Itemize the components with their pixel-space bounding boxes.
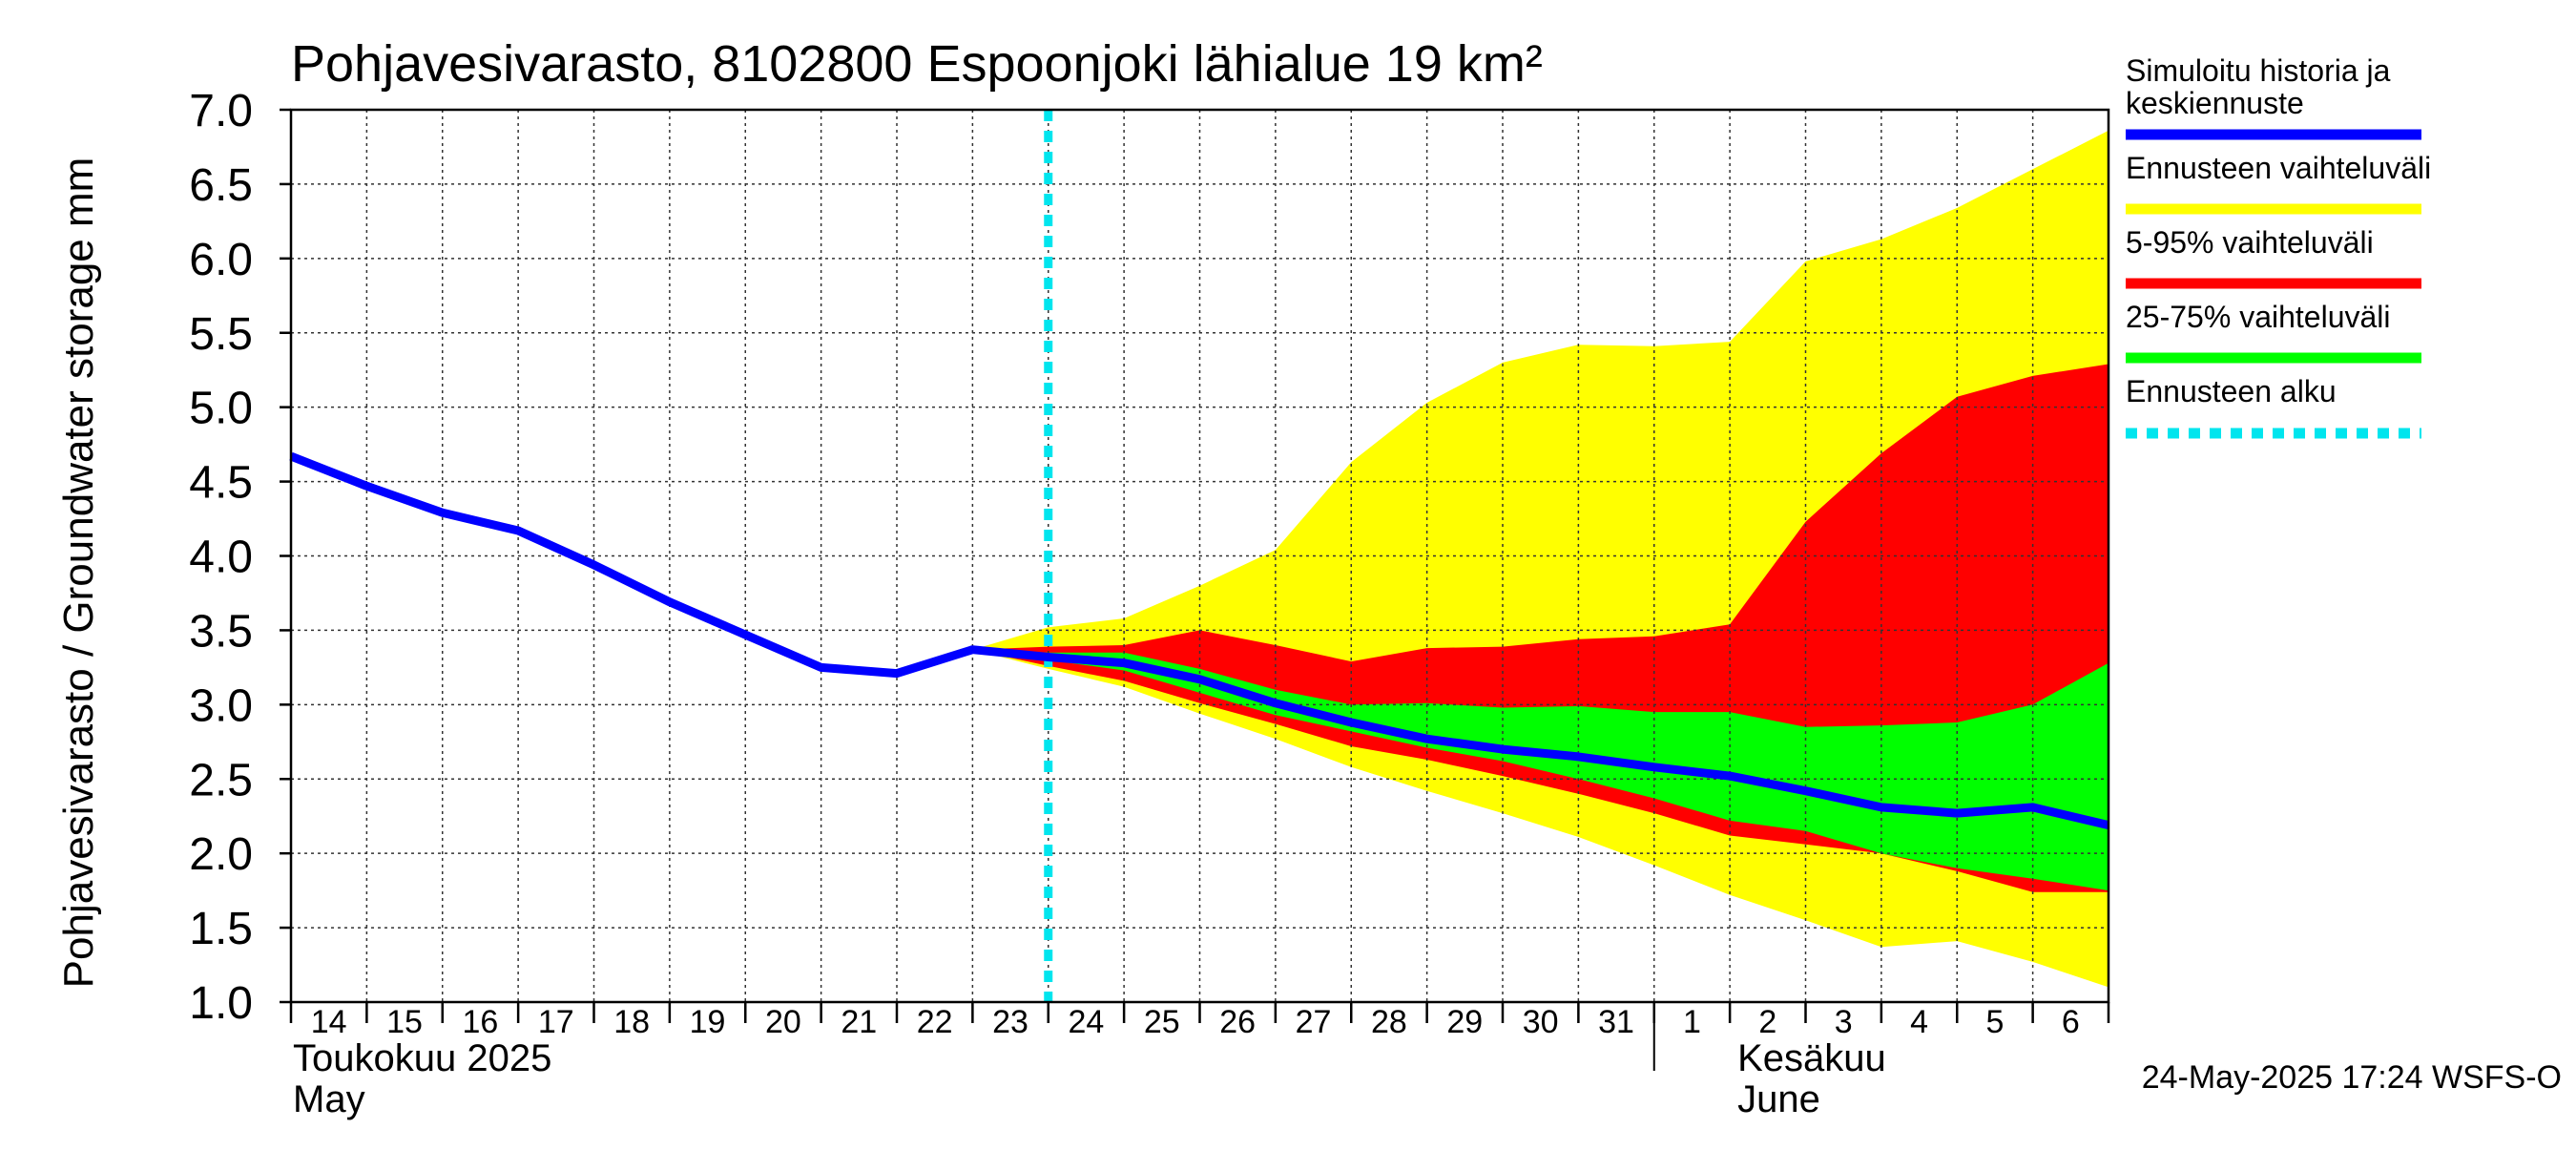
x-tick-label: 2: [1758, 1004, 1776, 1040]
legend-label: keskiennuste: [2126, 86, 2304, 120]
y-tick-label: 2.5: [189, 755, 253, 805]
band-area-3: [972, 649, 2109, 891]
x-tick-label: 25: [1144, 1004, 1180, 1040]
y-tick-label: 4.0: [189, 533, 253, 583]
y-axis-label: Pohjavesivarasto / Groundwater storage m…: [55, 157, 102, 989]
legend-label: 5-95% vaihteluväli: [2126, 225, 2374, 260]
month-label-fi: Kesäkuu: [1737, 1037, 1886, 1079]
y-tick-label: 5.5: [189, 309, 253, 360]
y-tick-label: 1.5: [189, 904, 253, 954]
y-tick-label: 1.0: [189, 978, 253, 1029]
x-tick-label: 30: [1523, 1004, 1559, 1040]
x-tick-label: 29: [1446, 1004, 1483, 1040]
axes: 1.0 1.5 2.0 2.5 3.0 3.5 4.0 4.5 5.0 5.5 6.0 6.5 7.0 1…: [189, 86, 2110, 1120]
month-label-fi: Toukokuu 2025: [293, 1037, 551, 1079]
month-label-en: May: [293, 1078, 365, 1120]
x-tick-label: 16: [463, 1004, 499, 1040]
x-tick-label: 1: [1683, 1004, 1701, 1040]
legend-label: Ennusteen vaihteluväli: [2126, 151, 2431, 185]
x-tick-label: 22: [917, 1004, 953, 1040]
y-tick-label: 5.0: [189, 384, 253, 434]
y-tick-label: 7.0: [189, 86, 253, 136]
x-tick-label: 24: [1069, 1004, 1105, 1040]
x-tick-label: 17: [538, 1004, 574, 1040]
x-tick-label: 6: [2062, 1004, 2080, 1040]
x-tick-label: 3: [1835, 1004, 1853, 1040]
series-lines: [289, 110, 2110, 1002]
x-tick-label: 18: [613, 1004, 650, 1040]
legend-label: 25-75% vaihteluväli: [2126, 300, 2391, 334]
y-tick-label: 3.0: [189, 680, 253, 731]
y-tick-label: 2.0: [189, 829, 253, 880]
y-tick-label: 4.5: [189, 458, 253, 509]
x-tick-label: 31: [1598, 1004, 1634, 1040]
x-tick-label: 15: [386, 1004, 423, 1040]
legend-label: Ennusteen alku: [2126, 374, 2337, 408]
y-tick-label: 6.5: [189, 160, 253, 211]
x-tick-label: 20: [765, 1004, 801, 1040]
month-label-en: June: [1737, 1078, 1820, 1120]
x-tick-label: 23: [992, 1004, 1028, 1040]
chart-title: Pohjavesivarasto, 8102800 Espoonjoki läh…: [291, 35, 1543, 93]
x-tick-label: 26: [1219, 1004, 1256, 1040]
history-median-line: [289, 451, 2110, 829]
x-tick-label: 5: [1985, 1004, 2004, 1040]
legend-label: Simuloitu historia ja: [2126, 53, 2391, 88]
x-tick-label: 4: [1910, 1004, 1928, 1040]
x-tick-label: 27: [1296, 1004, 1332, 1040]
x-tick-label: 21: [841, 1004, 877, 1040]
y-tick-label: 3.5: [189, 606, 253, 657]
y-tick-label: 6.0: [189, 235, 253, 285]
x-tick-label: 28: [1371, 1004, 1407, 1040]
x-tick-label: 19: [690, 1004, 726, 1040]
x-tick-label: 14: [311, 1004, 347, 1040]
timestamp-text: 24-May-2025 17:24 WSFS-O: [2142, 1059, 2562, 1096]
